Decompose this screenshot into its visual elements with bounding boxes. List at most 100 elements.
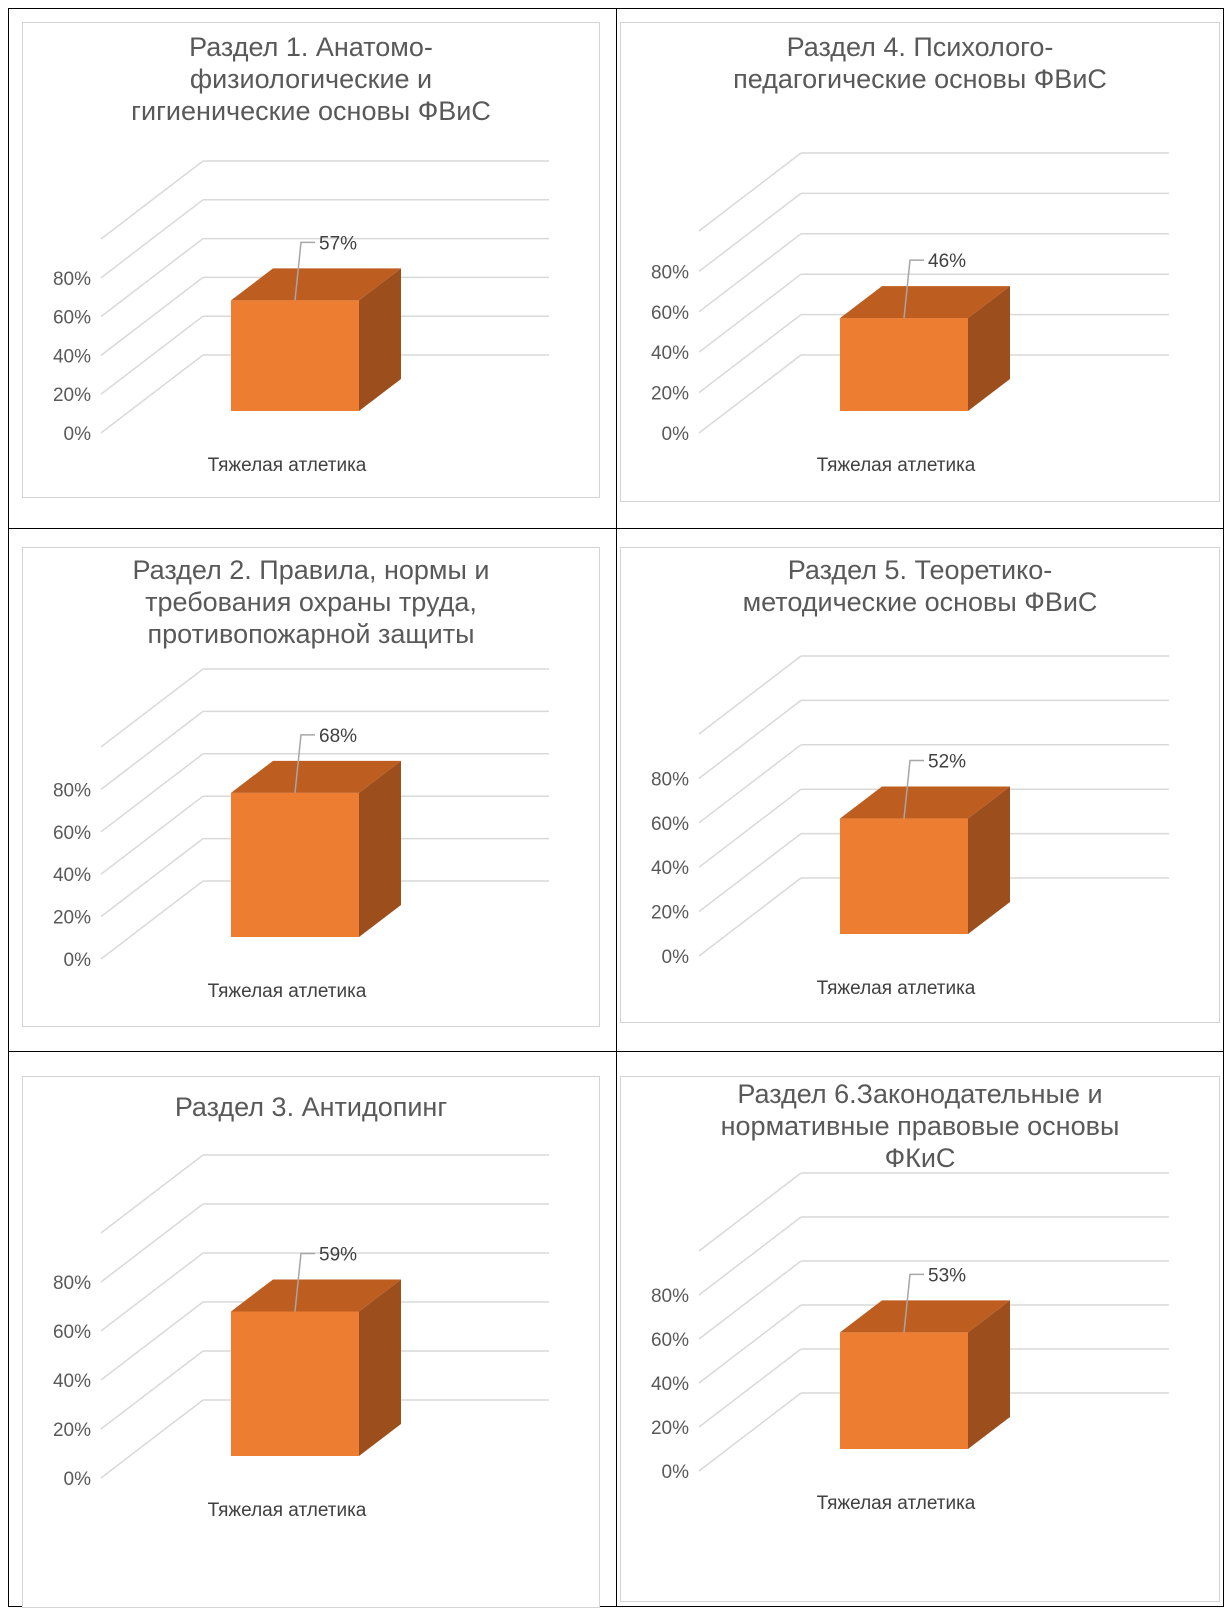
gridline-diagonal	[100, 238, 204, 318]
y-tick-label: 80%	[53, 1273, 91, 1294]
chart-title-line: педагогические основы ФВиС	[733, 64, 1107, 94]
chart-frame-3: Раздел 2. Правила, нормы и требования охр…	[22, 547, 600, 1027]
category-label: Тяжелая атлетика	[208, 1500, 367, 1521]
data-label-leader	[294, 734, 315, 793]
gridline-diagonal	[100, 1350, 204, 1430]
chart-title-line: Раздел 6.Законодательные и	[737, 1079, 1102, 1109]
data-label-leader	[294, 241, 315, 301]
data-label-leader	[903, 1273, 924, 1333]
gridline-diagonal	[698, 877, 802, 957]
bar-top	[840, 286, 1010, 319]
gridline-diagonal	[698, 744, 802, 824]
data-label-leader	[903, 259, 924, 319]
chart-frame-4: Раздел 5. Теоретико-методические основы …	[620, 547, 1220, 1023]
data-label: 52%	[928, 752, 966, 773]
category-label: Тяжелая атлетика	[208, 455, 367, 476]
chart-title-line: Раздел 3. Антидопинг	[175, 1092, 448, 1122]
data-label-leader	[294, 1252, 315, 1312]
chart-title-line: Раздел 4. Психолого-	[787, 32, 1054, 62]
gridline-diagonal	[100, 1154, 204, 1234]
bar-side	[968, 286, 1010, 411]
bar-top	[231, 760, 401, 793]
y-tick-label: 20%	[53, 1420, 91, 1441]
y-tick-label: 20%	[651, 384, 689, 405]
chart-frame-5: Раздел 3. Антидопинг 0% 20% 40% 60% 80% 59% Тяж…	[22, 1076, 600, 1608]
chart-frame-1: Раздел 1. Анатомо-физиологические и гигие…	[22, 22, 600, 498]
chart-title-group: Раздел 5. Теоретико-методические основы …	[743, 555, 1098, 617]
bar-side	[968, 1300, 1010, 1449]
chart-svg-2: Раздел 4. Психолого-педагогические основ…	[651, 32, 1169, 476]
gridline-diagonal	[100, 1252, 204, 1332]
bar-front	[231, 1311, 359, 1456]
y-tick-label: 80%	[651, 769, 689, 790]
gridline-diagonal	[698, 152, 802, 232]
y-tick-label: 80%	[651, 1286, 689, 1307]
gridline-diagonal	[100, 276, 204, 356]
chart-title-group: Раздел 4. Психолого-педагогические основ…	[733, 32, 1107, 94]
y-tick-label: 40%	[651, 343, 689, 364]
y-tick-label: 0%	[64, 424, 92, 445]
y-tick-label: 0%	[64, 1469, 92, 1490]
y-tick-label: 40%	[53, 865, 91, 886]
chart-title-line: нормативные правовые основы	[721, 1111, 1120, 1141]
chart-title-line: Раздел 5. Теоретико-	[788, 555, 1052, 585]
gridline-diagonal	[100, 354, 204, 434]
y-tick-label: 40%	[53, 1371, 91, 1392]
data-label-leader	[903, 759, 924, 819]
chart-title-line: методические основы ФВиС	[743, 587, 1098, 617]
y-tick-label: 0%	[662, 1462, 690, 1483]
bar-top	[231, 268, 401, 301]
gridline-diagonal	[698, 233, 802, 313]
chart-title-group: Раздел 3. Антидопинг	[175, 1092, 448, 1122]
data-label: 46%	[928, 251, 966, 272]
bar-front	[840, 818, 968, 934]
y-tick-label: 60%	[53, 1322, 91, 1343]
gridline-diagonal	[100, 199, 204, 279]
chart-svg-4: Раздел 5. Теоретико-методические основы …	[651, 555, 1169, 999]
gridline-diagonal	[100, 710, 204, 790]
gridline-diagonal	[698, 833, 802, 913]
y-tick-label: 0%	[64, 950, 92, 971]
y-tick-label: 20%	[53, 385, 91, 406]
gridline-diagonal	[698, 1392, 802, 1472]
y-tick-label: 0%	[662, 947, 690, 968]
gridline-diagonal	[698, 354, 802, 434]
gridline-diagonal	[100, 880, 204, 960]
gridline-diagonal	[698, 788, 802, 868]
data-label: 59%	[319, 1244, 357, 1265]
chart-frame-6: Раздел 6.Законодательные и нормативные пр…	[620, 1076, 1220, 1602]
gridline-diagonal	[698, 273, 802, 353]
data-label: 57%	[319, 233, 357, 254]
gridline-diagonal	[100, 795, 204, 875]
chart-title-line: Раздел 1. Анатомо-	[189, 32, 433, 62]
bar-side	[359, 268, 401, 411]
chart-title-group: Раздел 1. Анатомо-физиологические игигие…	[131, 32, 491, 126]
gridline-diagonal	[100, 668, 204, 748]
gridline-diagonal	[698, 1260, 802, 1340]
category-label: Тяжелая атлетика	[817, 1493, 976, 1514]
y-tick-label: 80%	[651, 262, 689, 283]
y-tick-label: 80%	[53, 780, 91, 801]
bar-side	[359, 760, 401, 937]
category-label: Тяжелая атлетика	[817, 455, 976, 476]
chart-title-line: требования охраны труда,	[145, 587, 477, 617]
category-label: Тяжелая атлетика	[208, 981, 367, 1002]
chart-svg-1: Раздел 1. Анатомо-физиологические игигие…	[53, 32, 549, 476]
bar-top	[840, 1300, 1010, 1333]
y-tick-label: 20%	[651, 903, 689, 924]
y-tick-label: 0%	[662, 424, 690, 445]
y-tick-label: 80%	[53, 269, 91, 290]
y-tick-label: 60%	[651, 303, 689, 324]
gridline-diagonal	[100, 838, 204, 918]
bar-front	[231, 792, 359, 937]
y-tick-label: 20%	[53, 908, 91, 929]
gridline-diagonal	[698, 1348, 802, 1428]
chart-frame-2: Раздел 4. Психолого-педагогические основ…	[620, 22, 1220, 502]
chart-title-line: Раздел 2. Правила, нормы и	[133, 555, 490, 585]
gridline-diagonal	[100, 1301, 204, 1381]
y-tick-label: 40%	[651, 858, 689, 879]
bar-front	[840, 318, 968, 411]
